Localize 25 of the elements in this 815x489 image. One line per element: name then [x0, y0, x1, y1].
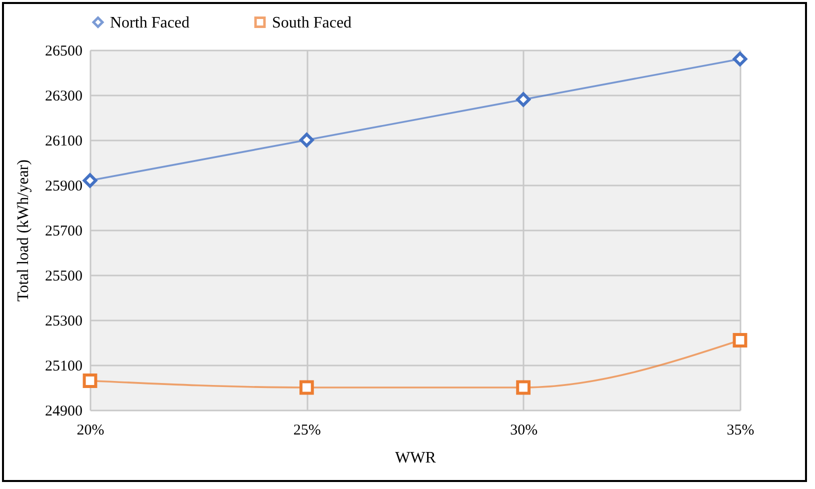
y-tick-label: 25100	[45, 358, 82, 374]
y-tick-label: 26500	[45, 44, 82, 60]
x-tick-label: 25%	[293, 422, 321, 438]
y-tick-label: 25300	[45, 314, 82, 330]
x-tick-label: 20%	[76, 422, 104, 438]
y-tick-label: 24900	[45, 404, 82, 420]
point	[516, 92, 531, 107]
legend-label: South Faced	[272, 14, 352, 32]
x-tick-label: 35%	[726, 422, 754, 438]
y-tick-label: 26300	[45, 88, 82, 104]
x-tick-label: 30%	[510, 422, 538, 438]
y-tick-label: 25900	[45, 178, 82, 194]
y-axis-title: Total load (kWh/year)	[15, 160, 32, 302]
point	[516, 380, 531, 395]
point	[299, 132, 314, 148]
legend-label: North Faced	[110, 14, 190, 32]
point	[732, 52, 748, 66]
y-tick-label: 25700	[45, 224, 82, 240]
y-tick-label: 25500	[45, 268, 82, 284]
point	[82, 173, 98, 188]
point	[732, 333, 748, 348]
x-axis-title: WWR	[395, 450, 436, 466]
y-tick-label: 26100	[45, 134, 82, 150]
point	[82, 374, 98, 388]
point	[299, 380, 314, 395]
